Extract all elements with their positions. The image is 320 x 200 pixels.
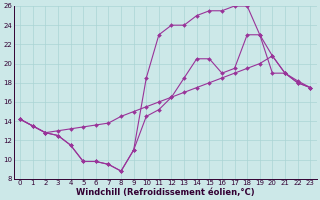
X-axis label: Windchill (Refroidissement éolien,°C): Windchill (Refroidissement éolien,°C) bbox=[76, 188, 254, 197]
